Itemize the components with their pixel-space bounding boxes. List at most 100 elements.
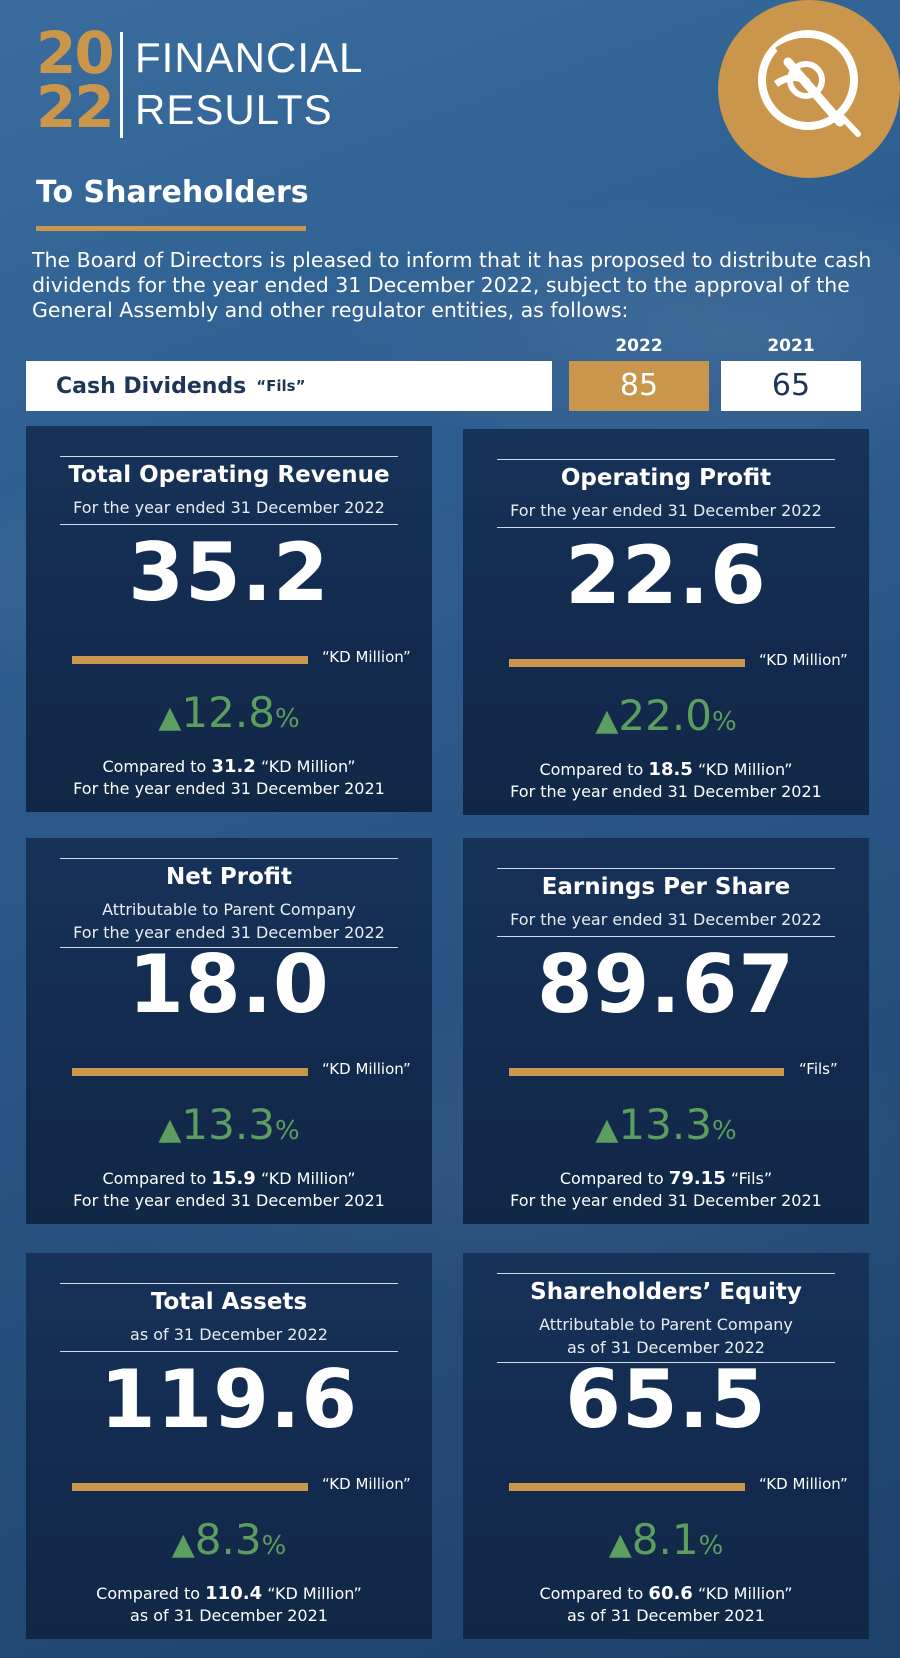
card-comparison-period: For the year ended 31 December 2021 [73,1191,385,1210]
card-unit: “KD Million” [322,1060,411,1078]
comparison-unit: “KD Million” [260,757,356,776]
change-up-arrow-icon: ▲ [595,703,619,738]
metric-card-shareholders-equity: Shareholders’ Equity Attributable to Par… [463,1253,869,1639]
dividend-value-current: 85 [569,361,709,411]
card-subtitle: For the year ended 31 December 2022 [510,501,822,520]
card-value-bar [509,1068,784,1076]
card-subtitle: For the year ended 31 December 2022 [510,910,822,929]
change-up-arrow-icon: ▲ [608,1527,632,1562]
card-top-rule [497,868,835,869]
change-percent-sign: % [274,1116,300,1146]
card-top-rule [60,1283,398,1284]
cash-dividends-label: Cash Dividends [56,373,247,399]
change-up-arrow-icon: ▲ [158,1112,182,1147]
card-comparison-period: For the year ended 31 December 2021 [510,1191,822,1210]
change-value: 13.3 [618,1100,712,1149]
change-value: 12.8 [181,688,275,737]
card-change: ▲12.8% [26,688,432,737]
change-up-arrow-icon: ▲ [595,1112,619,1147]
card-subtitle-2: For the year ended 31 December 2022 [73,923,385,942]
company-emblem-icon [718,0,900,178]
change-percent-sign: % [711,1116,737,1146]
card-comparison-period: For the year ended 31 December 2021 [510,782,822,801]
change-up-arrow-icon: ▲ [171,1527,195,1562]
dividend-value-previous: 65 [721,361,861,411]
comparison-unit: “KD Million” [267,1584,362,1603]
card-comparison-period: For the year ended 31 December 2021 [73,779,385,798]
card-subtitle: Attributable to Parent Company [102,900,356,919]
metric-card-operating-profit: Operating Profit For the year ended 31 D… [463,429,869,815]
change-percent-sign: % [274,704,300,734]
card-change: ▲13.3% [463,1100,869,1149]
card-subtitle: as of 31 December 2022 [130,1325,328,1344]
card-change: ▲13.3% [26,1100,432,1149]
change-value: 8.3 [194,1515,262,1564]
card-subtitle: For the year ended 31 December 2022 [73,498,385,517]
change-value: 22.0 [618,691,712,740]
card-top-rule [497,1273,835,1274]
cash-dividends-unit: “Fils” [256,377,306,395]
change-percent-sign: % [261,1531,287,1561]
intro-paragraph: The Board of Directors is pleased to inf… [32,248,872,322]
card-bottom-rule [60,1351,398,1352]
report-year: 20 22 [36,19,115,136]
card-top-rule [497,459,835,460]
card-value: 65.5 [565,1353,767,1446]
comparison-value: 15.9 [211,1168,256,1189]
card-unit: “KD Million” [759,1475,848,1493]
card-comparison: Compared to 18.5 “KD Million” [463,759,869,781]
metric-card-total-operating-revenue: Total Operating Revenue For the year end… [26,426,432,812]
card-comparison: Compared to 15.9 “KD Million” [26,1168,432,1190]
change-up-arrow-icon: ▲ [158,700,182,735]
card-comparison: Compared to 31.2 “KD Million” [26,756,432,778]
title-line-1: FINANCIAL [135,34,364,81]
card-change: ▲22.0% [463,691,869,740]
card-value: 89.67 [536,938,796,1031]
card-bottom-rule [497,527,835,528]
comparison-value: 110.4 [205,1583,263,1604]
card-unit: “KD Million” [759,651,848,669]
card-value-bar [72,1068,308,1076]
card-value-bar [72,1483,308,1491]
change-percent-sign: % [698,1531,724,1561]
year-top: 20 [36,19,115,87]
card-unit: “KD Million” [322,648,411,666]
card-unit: “Fils” [799,1060,838,1078]
card-top-rule [60,858,398,859]
comparison-value: 18.5 [648,759,693,780]
change-percent-sign: % [711,707,737,737]
card-value: 22.6 [565,529,767,622]
card-top-rule [60,456,398,457]
card-unit: “KD Million” [322,1475,411,1493]
title-line-2: RESULTS [135,86,333,133]
card-comparison-period: as of 31 December 2021 [567,1606,765,1625]
change-value: 13.3 [181,1100,275,1149]
card-value: 119.6 [99,1353,359,1446]
card-title: Earnings Per Share [541,874,791,900]
card-title: Shareholders’ Equity [530,1279,802,1305]
card-bottom-rule [497,1362,835,1363]
comparison-prefix: Compared to [96,1584,201,1603]
card-bottom-rule [497,936,835,937]
comparison-prefix: Compared to [102,757,207,776]
card-title: Total Assets [150,1289,308,1315]
card-bottom-rule [60,524,398,525]
card-title: Total Operating Revenue [68,462,390,488]
metric-card-net-profit: Net Profit Attributable to Parent Compan… [26,838,432,1224]
card-subtitle-2: as of 31 December 2022 [567,1338,765,1357]
comparison-prefix: Compared to [102,1169,207,1188]
dividend-year-current: 2022 [615,336,663,356]
card-change: ▲8.1% [463,1515,869,1564]
card-change: ▲8.3% [26,1515,432,1564]
page-title: FINANCIAL RESULTS [135,32,363,136]
comparison-prefix: Compared to [539,760,644,779]
section-title-underline [36,226,306,231]
comparison-value: 31.2 [211,756,256,777]
section-title: To Shareholders [36,175,309,210]
comparison-unit: “KD Million” [697,1584,793,1603]
comparison-prefix: Compared to [539,1584,644,1603]
comparison-prefix: Compared to [559,1169,664,1188]
card-subtitle: Attributable to Parent Company [539,1315,793,1334]
comparison-unit: “KD Million” [260,1169,356,1188]
card-bottom-rule [60,947,398,948]
